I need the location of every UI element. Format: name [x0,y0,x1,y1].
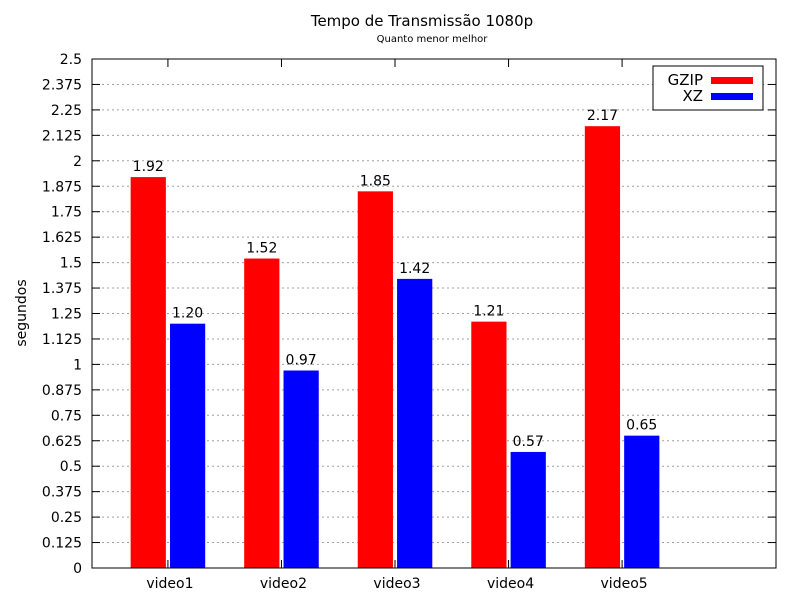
bar-gzip-video2 [244,258,280,568]
legend-box [652,65,764,111]
axis-layer: 0 0.125 0.25 0.375 0.5 0.625 0.75 0.875 1 1.125 1.… [42,52,777,592]
bar-gzip-video1 [130,177,166,568]
y-axis-label: segundos [14,279,30,346]
y-tick-label: 1 [73,357,82,373]
legend-swatch-gzip [711,77,753,84]
y-tick-label: 0.625 [42,434,82,450]
y-tick-label: 0.125 [42,536,82,552]
y-tick-label: 0 [73,561,82,577]
legend-label-gzip: GZIP [668,71,703,89]
data-label-gzip-video4: 1.21 [473,304,504,320]
bar-xz-video5 [624,435,660,568]
y-tick-label: 1.25 [51,307,82,323]
data-label-xz-video2: 0.97 [286,353,317,369]
y-tick-label: 0.875 [42,383,82,399]
data-label-xz-video1: 1.20 [172,306,203,322]
y-tick-label: 2.5 [60,52,82,68]
x-tick-label-video3: video3 [373,576,420,592]
y-tick-label: 1.75 [51,205,82,221]
data-label-gzip-video1: 1.92 [133,159,164,175]
plot-frame [91,58,777,569]
y-tick-label: 2.375 [42,77,82,93]
y-tick-label: 1.875 [42,179,82,195]
x-tick-label-video4: video4 [487,576,534,592]
y-tick-label: 0.25 [51,510,82,526]
data-labels-layer: 1.92 1.20 1.52 0.97 1.85 1.42 1.21 0.57 2.17 0.65 [133,108,658,450]
y-tick-label: 1.625 [42,230,82,246]
y-tick-label: 2 [73,154,82,170]
legend-swatch-xz [711,93,753,100]
legend-label-xz: XZ [682,87,703,105]
x-tick-label-video5: video5 [601,576,648,592]
bar-xz-video2 [283,370,319,568]
data-label-xz-video4: 0.57 [513,434,544,450]
chart-subtitle: Quanto menor melhor [377,34,489,45]
data-label-xz-video3: 1.42 [399,261,430,277]
y-tick-label: 1.5 [60,256,82,272]
y-tick-label: 0.5 [60,459,82,475]
bar-gzip-video3 [357,191,393,568]
x-tick-label-video2: video2 [260,576,307,592]
data-label-xz-video5: 0.65 [626,418,657,434]
bar-xz-video3 [397,278,433,568]
bar-gzip-video4 [471,321,507,568]
y-tick-label: 0.375 [42,485,82,501]
chart-title: Tempo de Transmissão 1080p [310,12,533,30]
bar-gzip-video5 [584,126,621,569]
bar-xz-video1 [169,323,206,568]
y-tick-label: 2.25 [51,103,82,119]
data-label-gzip-video2: 1.52 [246,241,277,257]
y-tick-label: 0.75 [51,408,82,424]
x-tick-label-video1: video1 [146,576,193,592]
y-tick-label: 1.375 [42,281,82,297]
y-tick-label: 1.125 [42,332,82,348]
bars-layer [130,126,660,569]
data-label-gzip-video5: 2.17 [587,108,618,124]
y-tick-label: 2.125 [42,128,82,144]
bar-xz-video4 [510,451,546,568]
data-label-gzip-video3: 1.85 [360,173,391,189]
